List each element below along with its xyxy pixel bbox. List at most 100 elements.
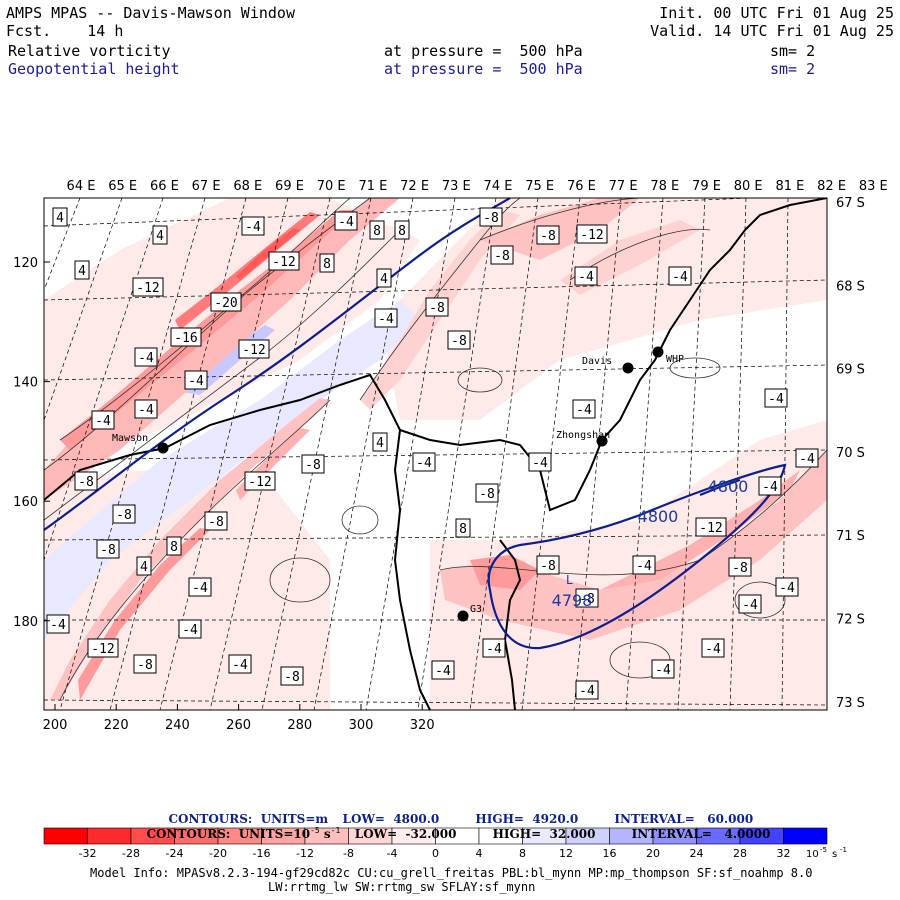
colorbar-tick-label: -32 [79,847,97,860]
y-tick-label: 120 [13,256,38,271]
station-label: Davis [582,356,612,367]
colorbar-tick-label: 0 [432,847,439,860]
station-group: Mawson Davis WHP Zhongshan G3 [112,346,684,622]
lon-label: 74 E [484,179,513,194]
vorticity-label: -8 [429,301,445,316]
vorticity-label: -8 [479,487,495,502]
station-marker [157,442,169,454]
lat-label: 72 S [836,613,865,628]
y-tick-label: 160 [13,495,38,510]
vort-units: CONTOURS: UNITS=10 [146,827,311,841]
vorticity-label: 4 [56,211,64,226]
vorticity-label-box [475,483,499,503]
vorticity-label: -4 [486,642,502,657]
vorticity-label: -12 [272,255,295,270]
vorticity-label: -4 [762,480,778,495]
colorbar-tick-label: 8 [519,847,526,860]
vorticity-label: -12 [242,343,265,358]
vorticity-label: -12 [699,521,722,536]
vorticity-label: 8 [398,224,406,239]
x-tick-label: 280 [287,718,312,733]
colorbar-units-exp: -5 [820,846,827,854]
vorticity-label: -8 [732,561,748,576]
low-marker: L [566,573,573,587]
vorticity-label-box [576,224,608,244]
height-label-group: 4800 4800 4798 L [552,477,749,610]
vorticity-label: -12 [248,475,271,490]
vorticity-label-box [479,207,503,227]
vorticity-label: -4 [799,452,815,467]
vorticity-label-box [46,614,70,634]
station-label: Zhongshan [556,430,610,441]
vorticity-label: -8 [78,475,94,490]
vorticity-label-box [188,577,212,597]
vorticity-label: -4 [768,392,784,407]
vorticity-label-box [166,536,182,556]
colorbar-tick-label: -20 [209,847,227,860]
vorticity-label-box [244,471,276,491]
vorticity-label: -4 [416,456,432,471]
vorticity-label-box [425,297,449,317]
vorticity-label-box [374,308,398,328]
vorticity-label-box [758,476,782,496]
vorticity-label-box [651,659,675,679]
colorbar-tick-label: -28 [122,847,140,860]
vorticity-label-box [372,432,388,452]
vorticity-label: -12 [91,642,114,657]
x-tick-label: 260 [226,718,251,733]
colorbar-tick-label: 28 [733,847,747,860]
vorticity-label: -8 [305,458,321,473]
vorticity-label-box [52,207,68,227]
model-info-2: LW:rrtmg_lw SW:rrtmg_sw SFLAY:sf_mynn [268,880,536,894]
colorbar-units: 10 [806,849,819,860]
field2-level: at pressure = 500 hPa [384,60,583,78]
height-contour-label: 4800 [708,477,749,496]
lon-label: 83 E [859,179,888,194]
vorticity-label: -4 [579,684,595,699]
init-time: Init. 00 UTC Fri 01 Aug 25 [659,4,894,22]
vorticity-label: -4 [138,403,154,418]
vorticity-label-box [134,399,158,419]
vorticity-label: 4 [78,264,86,279]
vorticity-label: 8 [170,540,178,555]
colorbar-tick-label: 4 [476,847,483,860]
lon-label: 70 E [317,179,346,194]
colorbar-tick-label: 12 [559,847,573,860]
x-tick-label: 200 [43,718,68,733]
x-tick-label: 300 [349,718,374,733]
colorbar-units-s-exp: -1 [840,846,847,854]
vorticity-label: -12 [580,228,603,243]
vort-high: HIGH= 32.000 [492,827,596,841]
vorticity-label-box [447,330,471,350]
vorticity-label: -4 [779,581,795,596]
colorbar-tick-label: -4 [387,847,398,860]
vort-low: LOW= -32.000 [354,827,457,841]
axis-tick-group: 200 220 240 260 280 300 320 120 140 160 180 64 E 65 … [13,179,888,733]
x-tick-label: 240 [165,718,190,733]
vorticity-label-box [268,251,300,271]
vorticity-label: -4 [705,642,721,657]
vorticity-label-box [74,471,98,491]
vorticity-label: 8 [323,257,331,272]
vorticity-label-box [152,225,168,245]
vorticity-label: -4 [138,351,154,366]
lon-label: 82 E [817,179,846,194]
vorticity-label: -8 [483,211,499,226]
vorticity-label-box [455,518,471,538]
vorticity-label: -12 [136,281,159,296]
lon-label: 75 E [525,179,554,194]
vorticity-label: -4 [742,598,758,613]
vorticity-label: -8 [284,670,300,685]
x-tick-label: 320 [410,718,435,733]
vorticity-label: -4 [95,414,111,429]
vorticity-label-box [241,216,265,236]
vorticity-label-box [490,245,514,265]
vorticity-label: 4 [156,229,164,244]
vorticity-label-box [575,588,599,608]
vorticity-label: 8 [459,522,467,537]
vorticity-label: -4 [245,220,261,235]
vorticity-label: -4 [532,456,548,471]
vorticity-label: 4 [140,560,148,575]
vorticity-label: -8 [540,229,556,244]
